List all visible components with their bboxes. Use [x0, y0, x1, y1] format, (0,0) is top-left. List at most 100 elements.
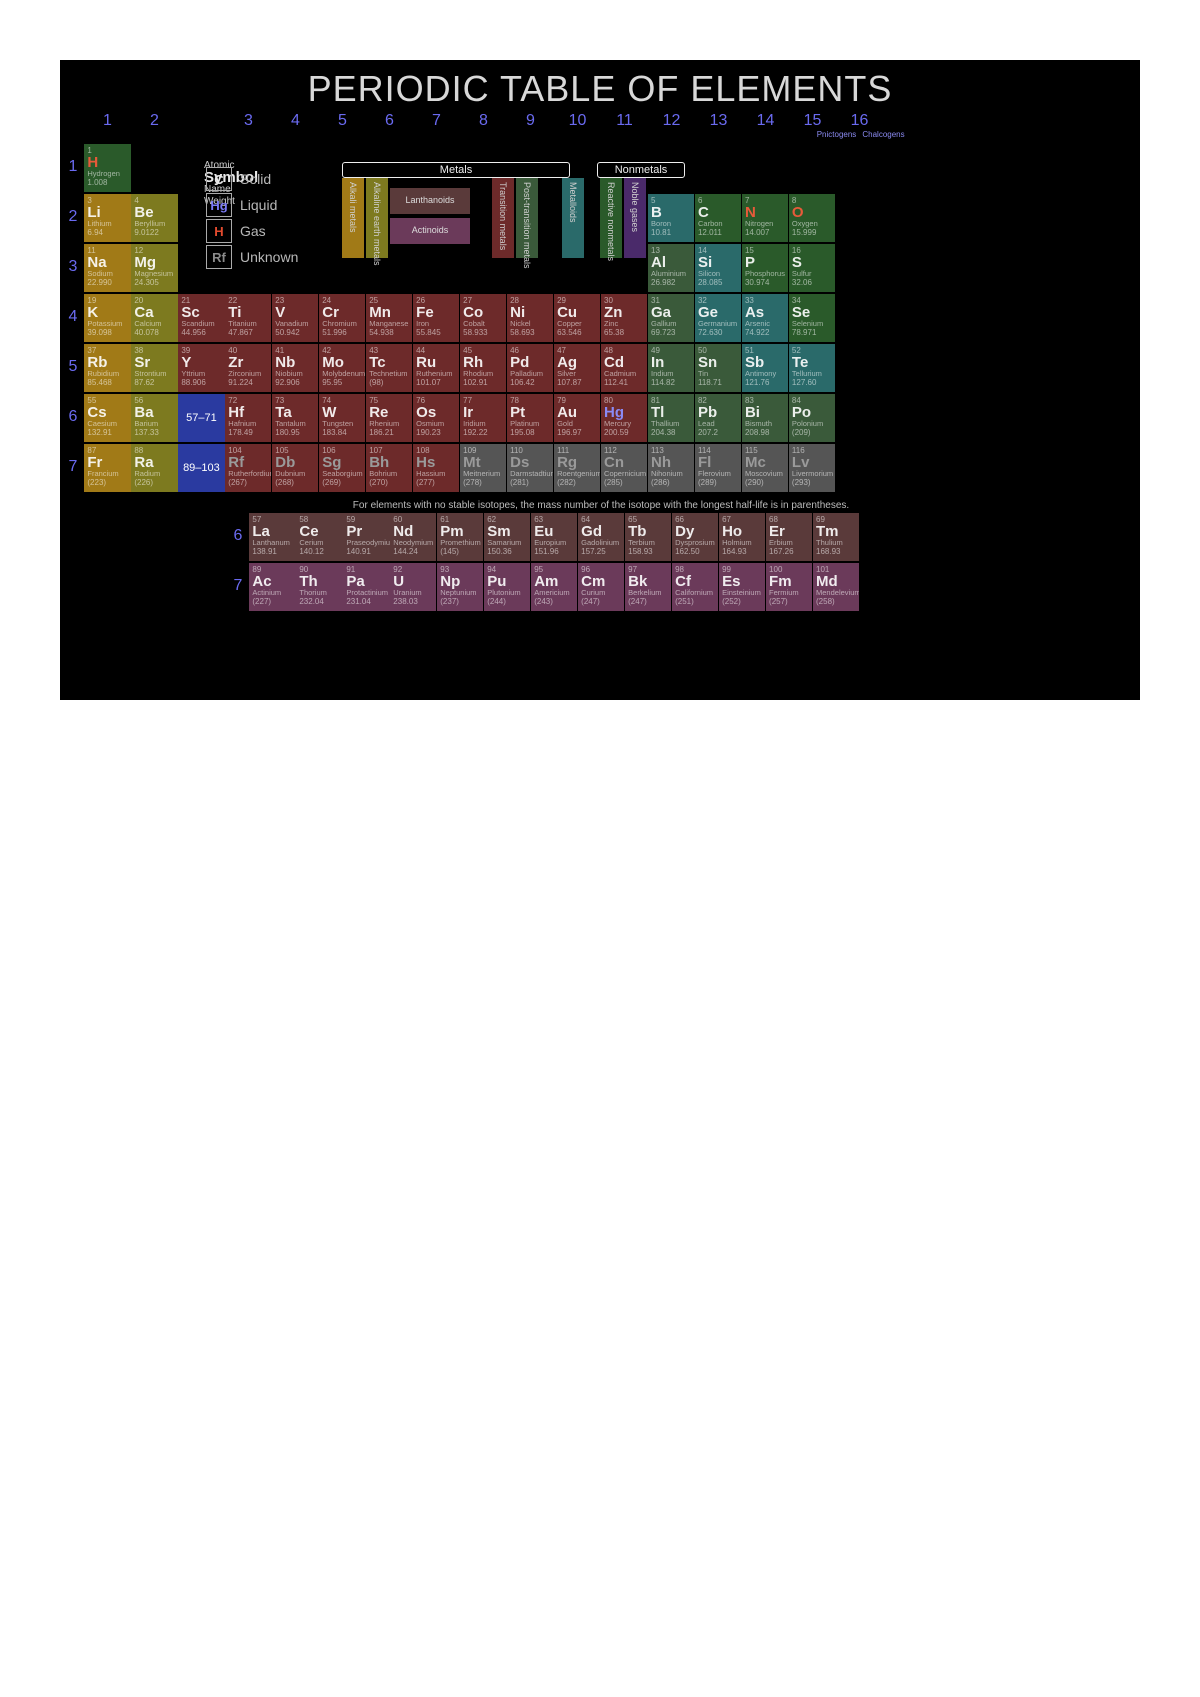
element-cell[interactable]: 56BaBarium137.33 [131, 394, 177, 442]
element-cell[interactable]: 11NaSodium22.990 [84, 244, 130, 292]
element-cell[interactable]: 108HsHassium(277) [413, 444, 459, 492]
element-cell[interactable]: 66DyDysprosium162.50 [672, 513, 718, 561]
element-cell[interactable]: 55CsCaesium132.91 [84, 394, 130, 442]
element-cell[interactable]: 65TbTerbium158.93 [625, 513, 671, 561]
element-cell[interactable]: 14SiSilicon28.085 [695, 244, 741, 292]
element-cell[interactable]: 104RfRutherfordium(267) [225, 444, 271, 492]
element-name: Iridium [463, 420, 504, 428]
element-cell[interactable]: 61PmPromethium(145) [437, 513, 483, 561]
element-cell[interactable]: 34SeSelenium78.971 [789, 294, 835, 342]
element-cell[interactable]: 15PPhosphorus30.974 [742, 244, 788, 292]
element-cell[interactable]: 110DsDarmstadtium(281) [507, 444, 553, 492]
element-cell[interactable]: 57LaLanthanum138.91 [249, 513, 295, 561]
element-cell[interactable]: 109MtMeitnerium(278) [460, 444, 506, 492]
element-cell[interactable]: 91PaProtactinium231.04 [343, 563, 389, 611]
element-cell[interactable]: 100FmFermium(257) [766, 563, 812, 611]
element-cell[interactable]: 51SbAntimony121.76 [742, 344, 788, 392]
element-symbol: Y [181, 355, 222, 370]
element-cell[interactable]: 116LvLivermorium(293) [789, 444, 835, 492]
element-cell[interactable]: 50SnTin118.71 [695, 344, 741, 392]
element-cell[interactable]: 58CeCerium140.12 [296, 513, 342, 561]
element-cell[interactable]: 46PdPalladium106.42 [507, 344, 553, 392]
element-cell[interactable]: 89AcActinium(227) [249, 563, 295, 611]
element-cell[interactable]: 60NdNeodymium144.24 [390, 513, 436, 561]
element-cell[interactable]: 33AsArsenic74.922 [742, 294, 788, 342]
element-cell[interactable]: 43TcTechnetium(98) [366, 344, 412, 392]
element-cell[interactable]: 48CdCadmium112.41 [601, 344, 647, 392]
element-cell[interactable]: 97BkBerkelium(247) [625, 563, 671, 611]
empty-cell [836, 344, 882, 392]
actinoids-placeholder[interactable]: 89–103 [178, 444, 224, 492]
element-cell[interactable]: 3LiLithium6.94 [84, 194, 130, 242]
element-cell[interactable]: 45RhRhodium102.91 [460, 344, 506, 392]
element-cell[interactable]: 7NNitrogen14.007 [742, 194, 788, 242]
element-cell[interactable]: 82PbLead207.2 [695, 394, 741, 442]
element-cell[interactable]: 79AuGold196.97 [554, 394, 600, 442]
element-cell[interactable]: 68ErErbium167.26 [766, 513, 812, 561]
element-cell[interactable]: 80HgMercury200.59 [601, 394, 647, 442]
element-name: Dubnium [275, 470, 316, 478]
element-cell[interactable]: 72HfHafnium178.49 [225, 394, 271, 442]
element-cell[interactable]: 87FrFrancium(223) [84, 444, 130, 492]
element-cell[interactable]: 30ZnZinc65.38 [601, 294, 647, 342]
element-cell[interactable]: 75ReRhenium186.21 [366, 394, 412, 442]
element-cell[interactable]: 78PtPlatinum195.08 [507, 394, 553, 442]
element-cell[interactable]: 95AmAmericium(243) [531, 563, 577, 611]
element-cell[interactable]: 101MdMendelevium(258) [813, 563, 859, 611]
element-cell[interactable]: 37RbRubidium85.468 [84, 344, 130, 392]
states-legend: CSolidHgLiquidHGasRfUnknown [206, 166, 298, 270]
element-cell[interactable]: 8OOxygen15.999 [789, 194, 835, 242]
element-cell[interactable]: 67HoHolmium164.93 [719, 513, 765, 561]
element-cell[interactable]: 113NhNihonium(286) [648, 444, 694, 492]
element-cell[interactable]: 73TaTantalum180.95 [272, 394, 318, 442]
element-cell[interactable]: 27CoCobalt58.933 [460, 294, 506, 342]
element-cell[interactable]: 19KPotassium39.098 [84, 294, 130, 342]
element-cell[interactable]: 93NpNeptunium(237) [437, 563, 483, 611]
element-cell[interactable]: 63EuEuropium151.96 [531, 513, 577, 561]
element-cell[interactable]: 111RgRoentgenium(282) [554, 444, 600, 492]
element-cell[interactable]: 47AgSilver107.87 [554, 344, 600, 392]
element-cell[interactable]: 112CnCopernicium(285) [601, 444, 647, 492]
element-cell[interactable]: 16SSulfur32.06 [789, 244, 835, 292]
element-cell[interactable]: 77IrIridium192.22 [460, 394, 506, 442]
element-cell[interactable]: 81TlThallium204.38 [648, 394, 694, 442]
element-cell[interactable]: 83BiBismuth208.98 [742, 394, 788, 442]
element-cell[interactable]: 28NiNickel58.693 [507, 294, 553, 342]
element-cell[interactable]: 92UUranium238.03 [390, 563, 436, 611]
element-cell[interactable]: 64GdGadolinium157.25 [578, 513, 624, 561]
element-cell[interactable]: 52TeTellurium127.60 [789, 344, 835, 392]
family-label [296, 130, 343, 142]
element-cell[interactable]: 84PoPolonium(209) [789, 394, 835, 442]
element-cell[interactable]: 114FlFlerovium(289) [695, 444, 741, 492]
element-cell[interactable]: 59PrPraseodymium140.91 [343, 513, 389, 561]
element-cell[interactable]: 29CuCopper63.546 [554, 294, 600, 342]
element-cell[interactable]: 105DbDubnium(268) [272, 444, 318, 492]
element-cell[interactable]: 62SmSamarium150.36 [484, 513, 530, 561]
element-cell[interactable]: 39YYttrium88.906 [178, 344, 224, 392]
element-cell[interactable]: 90ThThorium232.04 [296, 563, 342, 611]
element-cell[interactable]: 49InIndium114.82 [648, 344, 694, 392]
element-cell[interactable]: 32GeGermanium72.630 [695, 294, 741, 342]
lanthanoids-placeholder[interactable]: 57–71 [178, 394, 224, 442]
element-cell[interactable]: 96CmCurium(247) [578, 563, 624, 611]
element-cell[interactable]: 42MoMolybdenum95.95 [319, 344, 365, 392]
element-cell[interactable]: 107BhBohrium(270) [366, 444, 412, 492]
element-cell[interactable]: 99EsEinsteinium(252) [719, 563, 765, 611]
element-cell[interactable]: 1HHydrogen1.008 [84, 144, 130, 192]
element-cell[interactable]: 106SgSeaborgium(269) [319, 444, 365, 492]
element-cell[interactable]: 40ZrZirconium91.224 [225, 344, 271, 392]
element-cell[interactable]: 31GaGallium69.723 [648, 294, 694, 342]
element-cell[interactable]: 69TmThulium168.93 [813, 513, 859, 561]
element-cell[interactable]: 74WTungsten183.84 [319, 394, 365, 442]
element-cell[interactable]: 98CfCalifornium(251) [672, 563, 718, 611]
element-cell[interactable]: 6CCarbon12.011 [695, 194, 741, 242]
element-cell[interactable]: 26FeIron55.845 [413, 294, 459, 342]
element-cell[interactable]: 76OsOsmium190.23 [413, 394, 459, 442]
element-cell[interactable]: 38SrStrontium87.62 [131, 344, 177, 392]
element-cell[interactable]: 115McMoscovium(290) [742, 444, 788, 492]
element-cell[interactable]: 94PuPlutonium(244) [484, 563, 530, 611]
element-cell[interactable]: 44RuRuthenium101.07 [413, 344, 459, 392]
element-cell[interactable]: 25MnManganese54.938 [366, 294, 412, 342]
element-cell[interactable]: 41NbNiobium92.906 [272, 344, 318, 392]
element-cell[interactable]: 88RaRadium(226) [131, 444, 177, 492]
